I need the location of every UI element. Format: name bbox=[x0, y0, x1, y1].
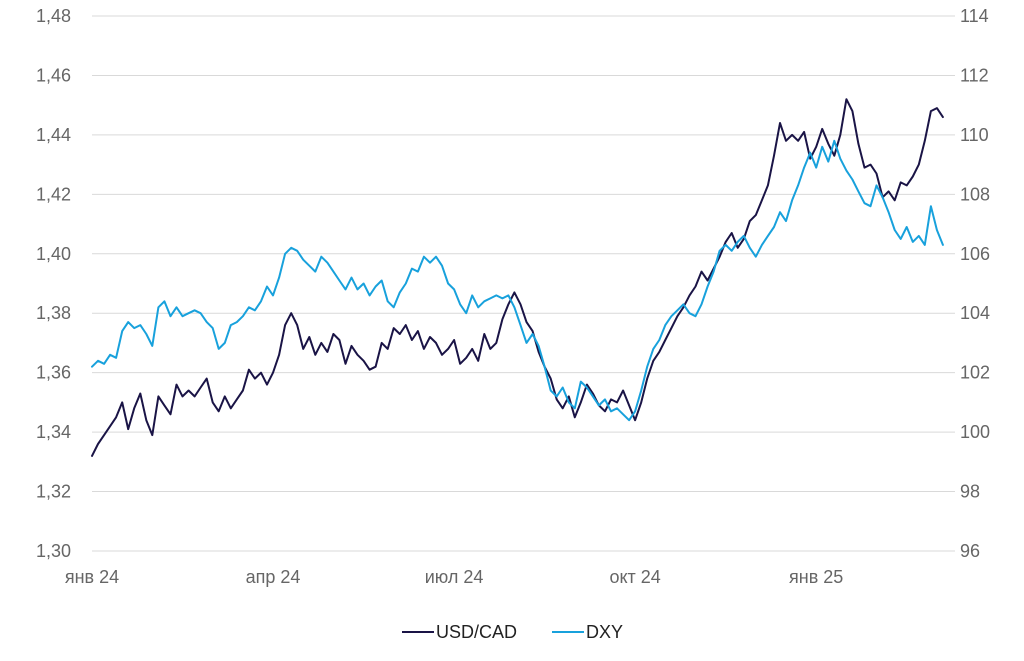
legend-label: USD/CAD bbox=[436, 622, 517, 642]
right-tick-label: 98 bbox=[960, 482, 980, 502]
series-line-usd-cad bbox=[91, 98, 944, 457]
x-axis: янв 24 апр 24 июл 24 окт 24 янв 25 bbox=[65, 567, 843, 587]
right-tick-label: 112 bbox=[960, 65, 989, 85]
series-layer bbox=[91, 98, 944, 457]
right-tick-label: 114 bbox=[960, 6, 989, 26]
left-tick-label: 1,30 bbox=[36, 541, 71, 561]
right-tick-label: 96 bbox=[960, 541, 980, 561]
x-tick-label: янв 24 bbox=[65, 567, 119, 587]
right-tick-label: 102 bbox=[960, 363, 990, 383]
left-tick-label: 1,32 bbox=[36, 482, 71, 502]
left-tick-label: 1,40 bbox=[36, 244, 71, 264]
left-tick-label: 1,34 bbox=[36, 422, 71, 442]
legend-label: DXY bbox=[586, 622, 623, 642]
x-tick-label: апр 24 bbox=[246, 567, 301, 587]
right-tick-label: 106 bbox=[960, 244, 990, 264]
x-tick-label: июл 24 bbox=[425, 567, 484, 587]
right-tick-label: 110 bbox=[960, 125, 989, 145]
right-axis: 96 98 100 102 104 106 108 110 112 114 bbox=[960, 6, 990, 561]
right-tick-label: 108 bbox=[960, 184, 990, 204]
left-axis: 1,30 1,32 1,34 1,36 1,38 1,40 1,42 1,44 1,46 1,48 bbox=[36, 6, 71, 561]
x-tick-label: янв 25 bbox=[789, 567, 843, 587]
series-line-dxy bbox=[91, 139, 944, 422]
gridlines bbox=[92, 15, 955, 552]
left-tick-label: 1,36 bbox=[36, 363, 71, 383]
left-tick-label: 1,46 bbox=[36, 65, 71, 85]
left-tick-label: 1,38 bbox=[36, 303, 71, 323]
right-tick-label: 100 bbox=[960, 422, 990, 442]
legend: USD/CAD DXY bbox=[402, 622, 623, 642]
left-tick-label: 1,44 bbox=[36, 125, 71, 145]
right-tick-label: 104 bbox=[960, 303, 990, 323]
left-tick-label: 1,42 bbox=[36, 184, 71, 204]
x-tick-label: окт 24 bbox=[609, 567, 660, 587]
left-tick-label: 1,48 bbox=[36, 6, 71, 26]
